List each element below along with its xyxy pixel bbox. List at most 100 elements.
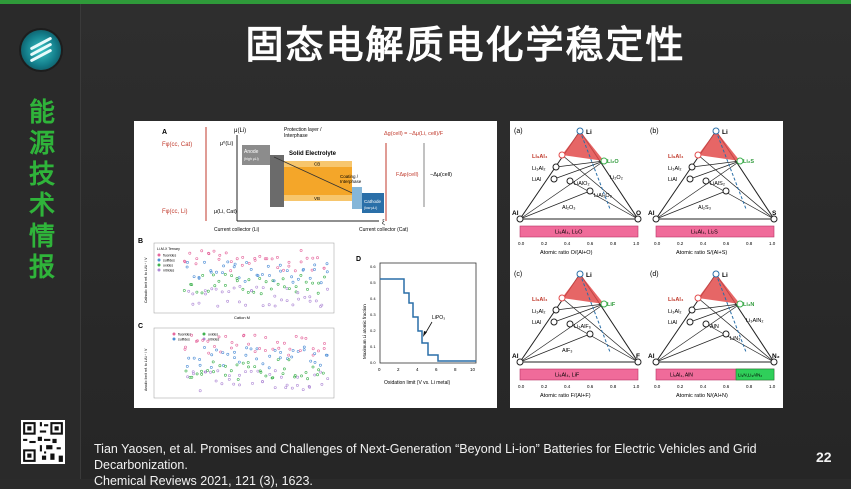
scatter-point <box>271 347 275 351</box>
sidebar-char: 报 <box>28 253 55 283</box>
scatter-point <box>276 282 280 286</box>
scatter-point <box>313 360 317 364</box>
sidebar-char: 能 <box>28 98 55 128</box>
scatter-point <box>270 257 274 261</box>
mu-li-label: μ(Li) <box>234 128 246 134</box>
scatter-point <box>285 383 289 387</box>
tie-line <box>691 303 741 311</box>
scatter-point <box>253 350 257 354</box>
ternary-xlabel: Atomic ratio N/(Al+N) <box>676 393 728 399</box>
anode-sub: (high μLi) <box>244 157 259 161</box>
scatter-point <box>253 258 257 262</box>
scatter-point <box>258 254 262 258</box>
scatter-point <box>201 338 205 342</box>
scatter-point <box>271 376 275 380</box>
stable-region <box>562 131 604 161</box>
scatter-point <box>228 374 231 378</box>
panel-d-step-line <box>380 278 476 362</box>
sidebar: 能 源 技 术 情 报 <box>0 4 81 479</box>
stability-window-bar <box>519 368 639 381</box>
scatter-point <box>317 281 321 285</box>
scatter-point <box>276 266 280 270</box>
panel-d-ylabel: Maximum Li atomic fraction <box>362 304 367 359</box>
scatter-point <box>233 356 236 360</box>
panel-c-ylabel: Anodic limit ref. to Li/Li⁺ / V <box>144 348 148 391</box>
scatter-point <box>215 270 218 274</box>
mu-li-cat-label: μ(Li, Cat) <box>214 209 237 215</box>
x-tick: 0.0 <box>654 241 661 246</box>
tie-line <box>689 303 741 323</box>
scatter-point <box>313 268 316 271</box>
scatter-point <box>220 290 224 294</box>
scatter-point <box>214 379 218 383</box>
scatter-point <box>186 375 190 379</box>
scatter-point <box>210 287 214 291</box>
scatter-point <box>211 360 215 364</box>
scatter-point <box>308 295 312 299</box>
tie-line <box>569 323 639 363</box>
svg-text:0.0: 0.0 <box>370 360 376 365</box>
protection-label: Protection layer / <box>284 127 322 133</box>
scatter-point <box>265 257 269 261</box>
x-tick: 0.6 <box>587 241 594 246</box>
x-tick: 0.4 <box>564 384 571 389</box>
scatter-point <box>251 381 254 385</box>
scatter-point <box>200 291 204 295</box>
sidebar-char: 源 <box>28 129 55 159</box>
scatter-point <box>200 372 204 376</box>
scatter-point <box>217 279 221 283</box>
scatter-point <box>255 285 259 289</box>
phase-node <box>576 127 584 135</box>
scatter-point <box>316 373 319 377</box>
legend-c-nitrides: nitrides <box>208 338 220 342</box>
scatter-point <box>266 264 270 268</box>
cb-label: CB <box>314 162 320 167</box>
scatter-point <box>233 350 236 354</box>
scatter-point <box>297 297 301 301</box>
scatter-point <box>207 351 211 355</box>
scatter-point <box>232 265 236 269</box>
scatter-point <box>198 363 202 367</box>
phase-label: Li₉Al₄ <box>668 154 684 160</box>
scatter-point <box>293 269 297 273</box>
phase-label: Li₃Al₂ <box>532 166 546 172</box>
scatter-point <box>304 280 308 284</box>
phase-node <box>702 320 710 328</box>
phase-node <box>702 177 710 185</box>
phase-label: LiAl <box>532 320 541 326</box>
scatter-point <box>291 280 295 284</box>
scatter-point <box>282 285 286 289</box>
scatter-point <box>304 336 308 340</box>
bar-label: Li₉Al₄, Li₂O <box>555 230 583 236</box>
scatter-point <box>304 371 308 374</box>
scatter-point <box>229 369 233 373</box>
scatter-point <box>322 266 326 270</box>
svg-text:2: 2 <box>397 367 400 372</box>
scatter-point <box>261 380 264 383</box>
tie-line <box>569 180 639 220</box>
svg-text:4: 4 <box>416 367 419 372</box>
scatter-point <box>293 375 297 379</box>
scatter-point <box>276 358 280 362</box>
scatter-point <box>287 264 291 268</box>
figure-right-svg: (a) LiAl OLi₉Al₄Li₃Al₂LiAlLi₂OLi₂O₂LiAlO₂L… <box>512 127 780 399</box>
ternary-xlabel: Atomic ratio S/(Al+S) <box>676 250 727 256</box>
phase-label: Li₉Al₄ <box>532 154 548 160</box>
scatter-point <box>247 365 250 369</box>
tie-line <box>553 303 605 323</box>
scatter-point <box>317 368 321 372</box>
scatter-point <box>218 364 222 368</box>
mu-li-anode-label: μ⁰(Li) <box>220 140 233 147</box>
scatter-point <box>238 373 241 377</box>
svg-text:0.3: 0.3 <box>370 312 376 317</box>
vertex-top: Li <box>722 129 728 136</box>
phase-node <box>770 358 778 366</box>
phase-label: Li₂O <box>607 159 619 165</box>
scatter-point <box>325 262 329 266</box>
reaction-path <box>579 273 611 353</box>
scatter-point <box>206 339 210 343</box>
qr-code-icon[interactable] <box>21 420 65 464</box>
legend-c-fluorides: fluorides <box>178 333 191 337</box>
scatter-point <box>282 268 285 272</box>
